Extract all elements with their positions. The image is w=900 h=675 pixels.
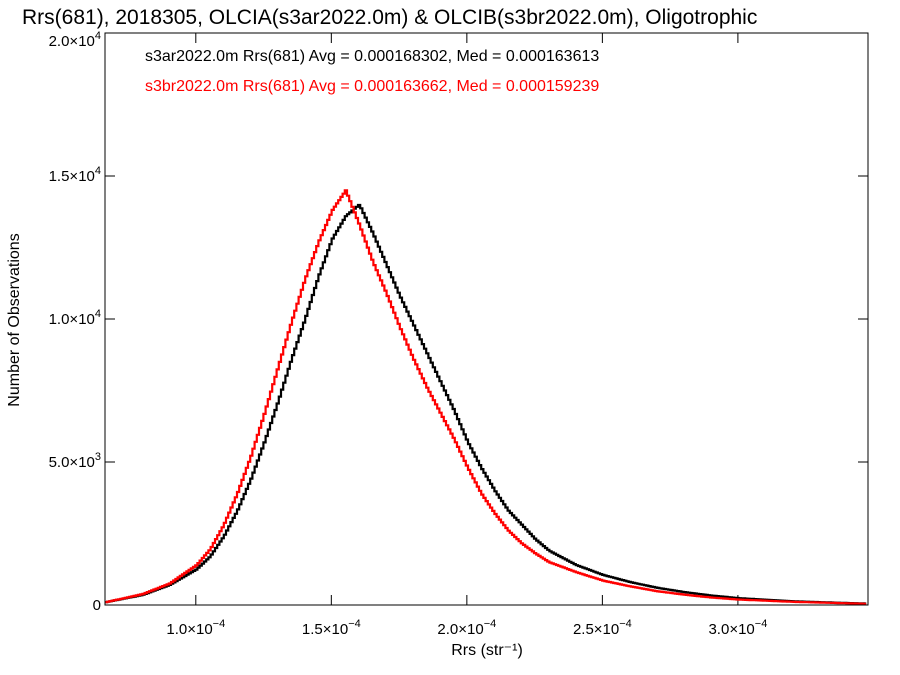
y-tick-label: 0 xyxy=(93,597,101,614)
series-line-1 xyxy=(105,203,867,605)
chart-title: Rrs(681), 2018305, OLCIA(s3ar2022.0m) & … xyxy=(22,6,757,29)
x-tick-label: 2.0×10−4 xyxy=(437,618,496,638)
x-tick-label: 2.5×10−4 xyxy=(573,618,632,638)
series-line-2 xyxy=(105,189,867,605)
y-tick-label: 1.0×104 xyxy=(49,308,101,328)
y-ticks-group: 0 5.0×103 1.0×104 1.5×104 2.0×104 xyxy=(49,30,868,614)
x-tick-label: 3.0×10−4 xyxy=(708,618,767,638)
x-tick-label: 1.0×10−4 xyxy=(166,618,225,638)
y-tick-label: 1.5×104 xyxy=(49,165,101,185)
x-ticks-group: 1.0×10−4 1.5×10−4 2.0×10−4 2.5×10−4 3.0×10−4 xyxy=(166,33,767,638)
series-group xyxy=(105,189,867,605)
y-tick-label: 5.0×103 xyxy=(49,451,101,471)
y-axis-label: Number of Observations xyxy=(6,233,23,406)
x-tick-label: 1.5×10−4 xyxy=(302,618,361,638)
x-axis-label: Rrs (str⁻¹) xyxy=(451,642,523,659)
y-tick-label: 2.0×104 xyxy=(49,30,101,50)
legend-entry-2: s3br2022.0m Rrs(681) Avg = 0.000163662, … xyxy=(145,78,599,95)
legend-entry-1: s3ar2022.0m Rrs(681) Avg = 0.000168302, … xyxy=(145,48,599,65)
plot-frame xyxy=(104,32,869,606)
